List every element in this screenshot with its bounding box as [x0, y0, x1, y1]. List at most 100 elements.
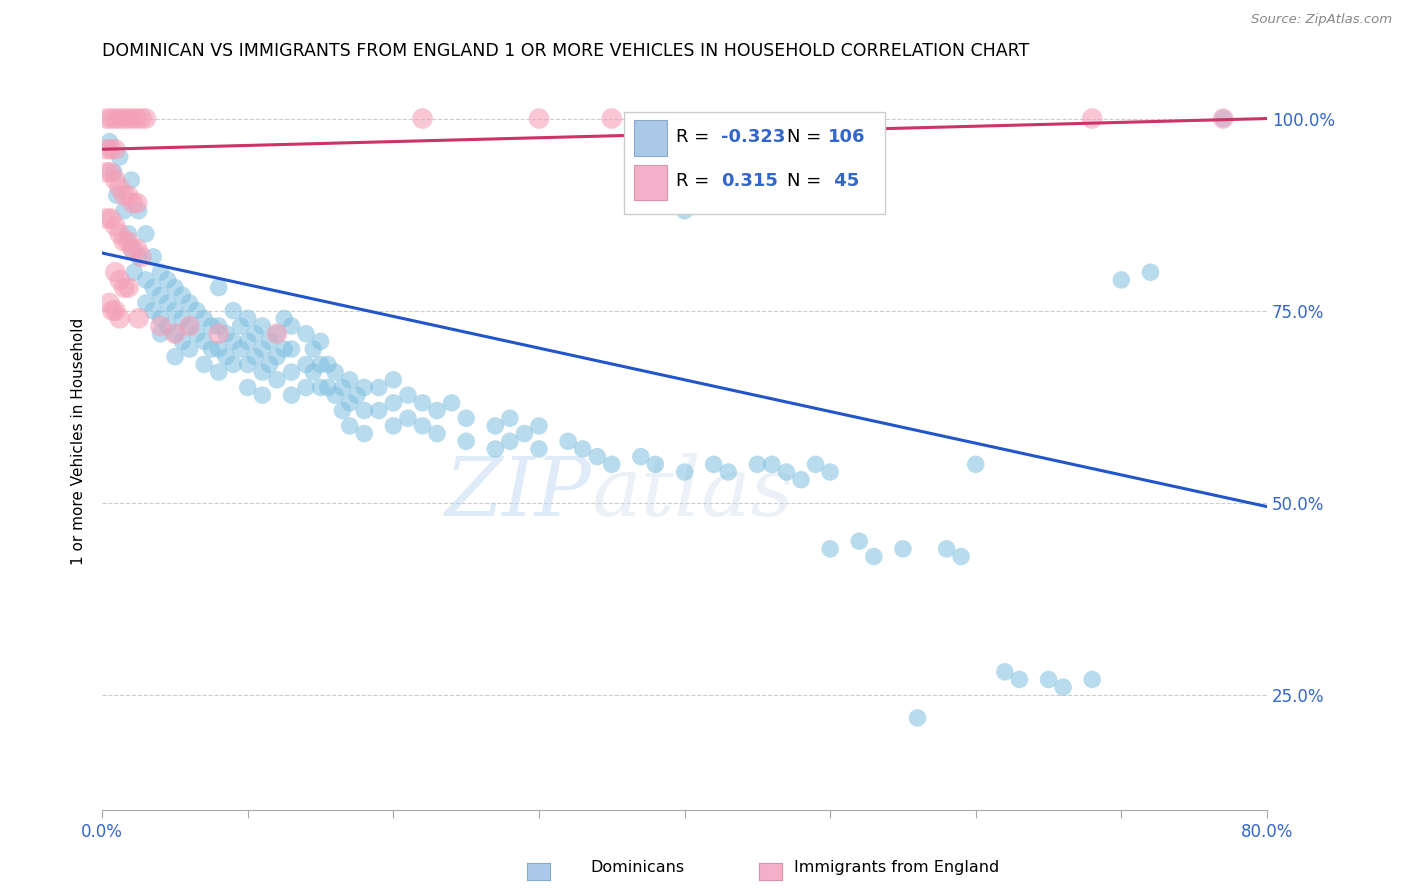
- Point: [117, 235, 139, 249]
- Point: [527, 418, 550, 433]
- Point: [411, 396, 433, 410]
- Point: [200, 318, 222, 333]
- Point: [163, 350, 186, 364]
- Point: [222, 334, 245, 349]
- Point: [100, 211, 122, 226]
- Point: [346, 388, 368, 402]
- Point: [172, 288, 194, 302]
- Point: [243, 350, 266, 364]
- Text: -0.323: -0.323: [721, 128, 785, 145]
- FancyBboxPatch shape: [624, 112, 884, 214]
- Point: [775, 465, 797, 479]
- Point: [571, 442, 593, 456]
- Point: [142, 250, 165, 264]
- Point: [965, 458, 987, 472]
- Point: [149, 311, 172, 326]
- Point: [252, 365, 274, 379]
- Point: [396, 388, 419, 402]
- Text: R =: R =: [676, 128, 716, 145]
- Point: [108, 180, 131, 194]
- Point: [149, 265, 172, 279]
- Point: [586, 450, 609, 464]
- Point: [1081, 673, 1104, 687]
- Point: [163, 326, 186, 341]
- Point: [104, 112, 127, 126]
- Point: [673, 203, 696, 218]
- Point: [499, 411, 522, 425]
- Point: [163, 280, 186, 294]
- Point: [382, 373, 405, 387]
- Point: [117, 188, 139, 202]
- Point: [302, 342, 325, 356]
- Point: [259, 334, 281, 349]
- Point: [1212, 112, 1234, 126]
- FancyBboxPatch shape: [634, 120, 666, 156]
- Text: N =: N =: [787, 128, 827, 145]
- Point: [367, 403, 389, 417]
- Point: [104, 219, 127, 233]
- Point: [127, 242, 149, 256]
- Point: [411, 418, 433, 433]
- Point: [513, 426, 536, 441]
- Point: [484, 418, 506, 433]
- Text: ZIP: ZIP: [444, 453, 592, 533]
- Point: [112, 203, 135, 218]
- Point: [1038, 673, 1060, 687]
- Point: [104, 142, 127, 156]
- Point: [229, 318, 252, 333]
- Point: [382, 418, 405, 433]
- Point: [121, 112, 143, 126]
- Text: Immigrants from England: Immigrants from England: [794, 861, 1000, 875]
- Point: [179, 342, 201, 356]
- Point: [761, 458, 783, 472]
- Point: [128, 203, 150, 218]
- Point: [142, 303, 165, 318]
- Point: [98, 296, 121, 310]
- Point: [120, 242, 142, 256]
- Point: [411, 112, 433, 126]
- Point: [323, 388, 346, 402]
- Point: [108, 150, 131, 164]
- Point: [128, 311, 150, 326]
- Point: [105, 188, 128, 202]
- Point: [252, 318, 274, 333]
- Point: [236, 380, 259, 394]
- Point: [112, 188, 135, 202]
- Point: [266, 373, 288, 387]
- Point: [208, 326, 231, 341]
- Point: [426, 426, 449, 441]
- Point: [818, 465, 841, 479]
- Point: [117, 280, 139, 294]
- Point: [112, 235, 135, 249]
- Point: [527, 442, 550, 456]
- Point: [673, 465, 696, 479]
- Text: Source: ZipAtlas.com: Source: ZipAtlas.com: [1251, 13, 1392, 27]
- Point: [309, 380, 332, 394]
- Point: [215, 350, 238, 364]
- Point: [456, 434, 478, 449]
- Point: [122, 265, 145, 279]
- Point: [96, 211, 118, 226]
- Point: [891, 541, 914, 556]
- Point: [121, 242, 143, 256]
- Text: Dominicans: Dominicans: [591, 861, 685, 875]
- Point: [252, 342, 274, 356]
- Point: [456, 411, 478, 425]
- Point: [131, 112, 153, 126]
- Point: [484, 442, 506, 456]
- Point: [179, 318, 201, 333]
- Point: [259, 358, 281, 372]
- Point: [717, 465, 740, 479]
- Text: 0.315: 0.315: [721, 172, 778, 190]
- Point: [243, 326, 266, 341]
- Point: [104, 265, 127, 279]
- Point: [222, 303, 245, 318]
- Text: N =: N =: [787, 172, 827, 190]
- Point: [108, 311, 131, 326]
- Point: [1008, 673, 1031, 687]
- Point: [818, 541, 841, 556]
- Point: [229, 342, 252, 356]
- Point: [426, 403, 449, 417]
- Point: [1139, 265, 1161, 279]
- Point: [222, 358, 245, 372]
